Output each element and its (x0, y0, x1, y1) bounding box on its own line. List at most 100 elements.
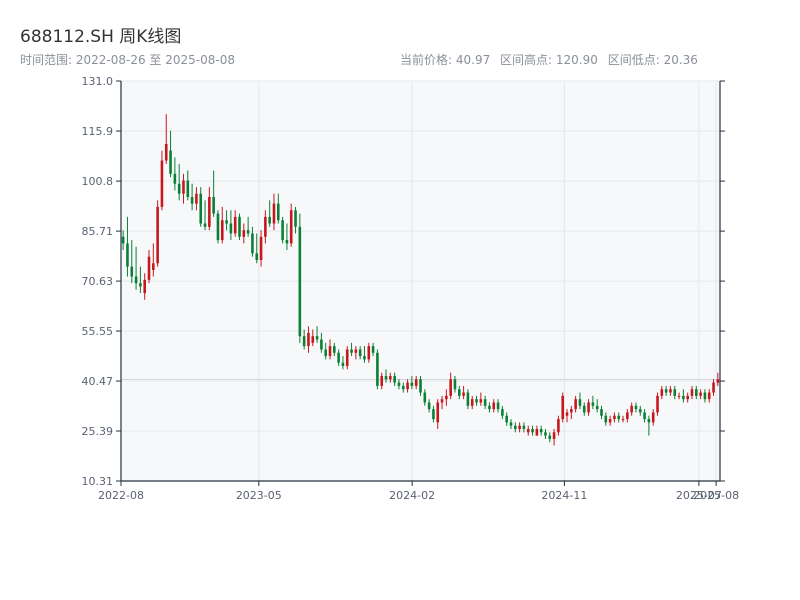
candle-body (152, 263, 155, 270)
candle-body (268, 216, 271, 224)
candle-body (488, 405, 491, 410)
candle-body (466, 392, 470, 406)
candle-body (220, 220, 224, 241)
candle-body (337, 352, 340, 363)
candle-body (453, 379, 457, 390)
candle-body (496, 402, 500, 410)
candle-body (582, 405, 586, 413)
candle-body (212, 196, 215, 214)
candle-body (604, 415, 608, 423)
candle-body (406, 382, 409, 390)
candle-body (423, 392, 427, 403)
candle-body (483, 399, 487, 406)
candle-body (716, 379, 720, 383)
candle-body (164, 143, 168, 161)
candle-body (130, 266, 134, 277)
x-tick-label: 2023-05 (236, 489, 282, 502)
candle-body (199, 193, 203, 224)
candle-body (647, 419, 651, 423)
candle-body (651, 412, 655, 423)
candle-body (126, 243, 129, 267)
current-price-label: 当前价格: 40.97 (400, 53, 491, 67)
candle-body (389, 375, 392, 380)
candle-body (186, 180, 190, 197)
y-tick-label: 25.39 (82, 425, 114, 438)
candle-body (333, 346, 336, 353)
candle-body (285, 240, 289, 244)
candle-body (638, 409, 642, 413)
candle-body (664, 389, 668, 393)
candle-body (380, 375, 384, 386)
candle-body (229, 223, 233, 234)
candle-body (669, 389, 672, 393)
candle-body (147, 256, 151, 280)
candle-body (255, 253, 259, 260)
candle-body (561, 395, 565, 420)
candle-body (328, 346, 332, 357)
candle-body (182, 180, 185, 194)
candle-body (233, 216, 237, 234)
candle-body (531, 428, 534, 433)
candle-body (565, 412, 569, 416)
candle-body (320, 339, 323, 350)
candle-body (574, 399, 577, 410)
price-summary: 当前价格: 40.97 区间高点: 120.90 区间低点: 20.36 (400, 51, 704, 68)
candle-body (401, 385, 405, 390)
candle-body (419, 379, 422, 393)
candle-body (190, 196, 194, 204)
candle-body (535, 428, 539, 436)
candle-body (410, 382, 414, 386)
candle-body (492, 402, 496, 410)
candle-body (475, 399, 478, 403)
candle-body (600, 409, 603, 416)
candle-body (345, 349, 349, 367)
candle-body (371, 346, 375, 353)
candle-body (518, 425, 521, 429)
candle-body (557, 419, 560, 433)
candle-body (298, 226, 302, 337)
x-axis-ticks: 2022-08 2023-05 2024-02 2024-11 2025-072025-… (98, 481, 739, 502)
candle-body (242, 230, 246, 237)
y-tick-label: 100.8 (82, 175, 114, 188)
candle-body (501, 409, 504, 416)
candle-body (522, 425, 526, 429)
candle-body (363, 356, 366, 360)
candle-body (307, 332, 310, 347)
candle-body (246, 230, 250, 234)
candle-body (134, 276, 138, 284)
candle-body (173, 173, 177, 184)
candle-body (367, 346, 371, 360)
candle-body (682, 395, 685, 400)
candle-body (591, 402, 595, 406)
y-axis-ticks: 10.31 25.39 40.47 55.55 70.63 85.71 100.8 115.9… (82, 75, 725, 488)
candle-body (673, 389, 677, 396)
candle-body (626, 412, 629, 420)
candle-body (143, 279, 146, 294)
candle-body (216, 213, 220, 241)
candle-body (272, 203, 276, 224)
candle-body (276, 203, 280, 221)
candle-body (613, 415, 616, 420)
candle-body (393, 375, 396, 383)
candle-body (699, 392, 702, 396)
candle-body (376, 352, 379, 386)
candle-body (707, 392, 711, 400)
candle-body (643, 412, 646, 420)
candle-body (436, 402, 440, 423)
candle-body (703, 392, 707, 400)
candle-body (595, 405, 599, 410)
candle-body (324, 349, 327, 357)
chart-title: 688112.SH 周K线图 (20, 27, 182, 47)
candle-body (570, 409, 573, 413)
candle-body (384, 375, 388, 380)
y-tick-label: 85.71 (82, 225, 114, 238)
candle-body (177, 183, 181, 194)
candle-body (509, 422, 513, 426)
candle-body (350, 349, 353, 353)
x-tick-label: 2022-08 (98, 489, 144, 502)
date-range-label: 时间范围: 2022-08-26 至 2025-08-08 (20, 53, 235, 67)
candle-body (449, 379, 452, 396)
candle-body (432, 409, 435, 420)
candle-body (608, 419, 612, 423)
y-tick-label: 10.31 (82, 475, 114, 488)
